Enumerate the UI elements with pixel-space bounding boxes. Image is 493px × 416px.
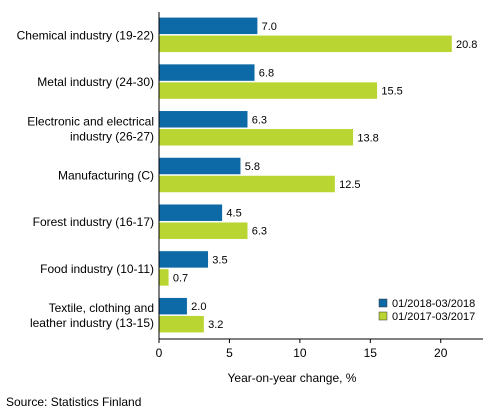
bar-series-1 xyxy=(158,250,209,269)
legend-swatch xyxy=(378,298,388,308)
legend-swatch xyxy=(378,311,388,321)
category-label: Forest industry (16-17) xyxy=(33,215,154,229)
data-label: 7.0 xyxy=(262,21,277,33)
data-label: 13.8 xyxy=(357,132,378,144)
bar-series-2 xyxy=(158,128,354,147)
data-label: 6.3 xyxy=(252,226,267,238)
value-labels: 7.0 20.8 6.8 15.5 6.3 13.8 5.8 12.5 4.5 6.3 3.5 0.7… xyxy=(173,21,478,331)
x-tick-label: 0 xyxy=(156,346,163,360)
category-label: industry (26-27) xyxy=(70,129,154,143)
data-label: 6.3 xyxy=(252,114,267,126)
category-label: Electronic and electrical xyxy=(27,114,154,128)
data-label: 3.5 xyxy=(212,254,227,266)
source-note: Source: Statistics Finland xyxy=(6,395,141,409)
bar-series-2 xyxy=(158,221,248,240)
bar-series-1 xyxy=(158,110,248,129)
category-label: Chemical industry (19-22) xyxy=(17,28,154,42)
data-label: 0.7 xyxy=(173,272,188,284)
data-label: 12.5 xyxy=(339,179,360,191)
data-label: 15.5 xyxy=(381,86,402,98)
x-tick-label: 10 xyxy=(293,346,307,360)
bars xyxy=(158,17,453,333)
x-axis: 0 5 10 15 20 xyxy=(156,12,483,360)
category-labels: Chemical industry (19-22) Metal industry … xyxy=(17,28,154,330)
bar-series-1 xyxy=(158,63,256,82)
x-axis-title: Year-on-year change, % xyxy=(228,371,357,385)
data-label: 5.8 xyxy=(245,161,260,173)
category-label: Metal industry (24-30) xyxy=(37,75,154,89)
category-label: Food industry (10-11) xyxy=(40,262,154,276)
category-label: Manufacturing (C) xyxy=(58,169,154,183)
category-label: leather industry (13-15) xyxy=(30,316,154,330)
x-tick-label: 5 xyxy=(226,346,233,360)
data-label: 4.5 xyxy=(226,208,241,220)
x-tick-label: 15 xyxy=(364,346,378,360)
bar-series-2 xyxy=(158,315,205,333)
bar-series-2 xyxy=(158,35,453,53)
bar-series-1 xyxy=(158,203,223,222)
data-label: 3.2 xyxy=(208,319,223,331)
bar-series-2 xyxy=(158,268,170,287)
category-label: Textile, clothing and xyxy=(49,301,154,315)
data-label: 6.8 xyxy=(259,68,274,80)
legend-label: 01/2017-03/2017 xyxy=(392,311,475,323)
bar-series-1 xyxy=(158,297,188,315)
bar-series-2 xyxy=(158,175,336,193)
x-tick-label: 20 xyxy=(434,346,448,360)
bar-series-2 xyxy=(158,81,378,100)
data-label: 20.8 xyxy=(456,39,477,51)
data-label: 2.0 xyxy=(191,301,206,313)
legend-label: 01/2018-03/2018 xyxy=(392,298,475,310)
bar-series-1 xyxy=(158,157,241,175)
bar-series-1 xyxy=(158,17,258,35)
